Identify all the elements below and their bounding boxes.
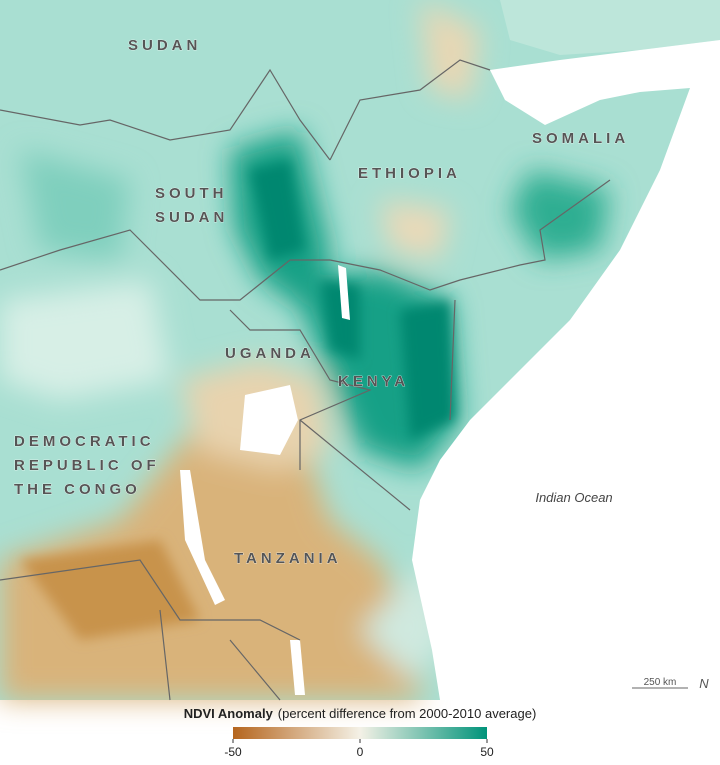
arabian-peninsula (500, 0, 720, 55)
lake-turkana (338, 265, 350, 320)
colorbar (233, 727, 487, 739)
country-label: SUDAN (155, 209, 228, 226)
borders (0, 59, 611, 701)
lake-victoria (240, 385, 298, 455)
country-label: SUDAN (128, 37, 201, 54)
colorbar-tick-label: -50 (224, 745, 242, 759)
colorbar-tick-label: 50 (480, 745, 494, 759)
legend: NDVI Anomaly (percent difference from 200… (184, 706, 537, 759)
lake-tanganyika (180, 470, 225, 605)
colorbar-tick-label: 0 (357, 745, 364, 759)
country-label: THE CONGO (14, 481, 141, 498)
ocean (412, 40, 720, 700)
legend-title: NDVI Anomaly (184, 706, 274, 721)
country-label: UGANDA (225, 345, 315, 362)
lake-malawi (290, 640, 305, 695)
legend-heading: NDVI Anomaly (percent difference from 200… (184, 706, 537, 721)
country-labels: SUDAN SOUTH SUDAN ETHIOPIA SOMALIA UGANDA KENY… (14, 37, 629, 568)
country-label: SOUTH (155, 185, 228, 202)
country-label: REPUBLIC OF (14, 457, 160, 474)
country-label: DEMOCRATIC (14, 433, 155, 450)
map (0, 0, 720, 701)
ocean-label: Indian Ocean (535, 490, 612, 505)
north-arrow: N (699, 676, 709, 691)
country-label: TANZANIA (234, 550, 342, 567)
country-label: KENYA (338, 373, 409, 390)
legend-subtitle: (percent difference from 2000-2010 avera… (278, 706, 536, 721)
country-label: ETHIOPIA (358, 165, 461, 182)
country-label: SOMALIA (532, 130, 629, 147)
scale-label: 250 km (644, 677, 677, 688)
